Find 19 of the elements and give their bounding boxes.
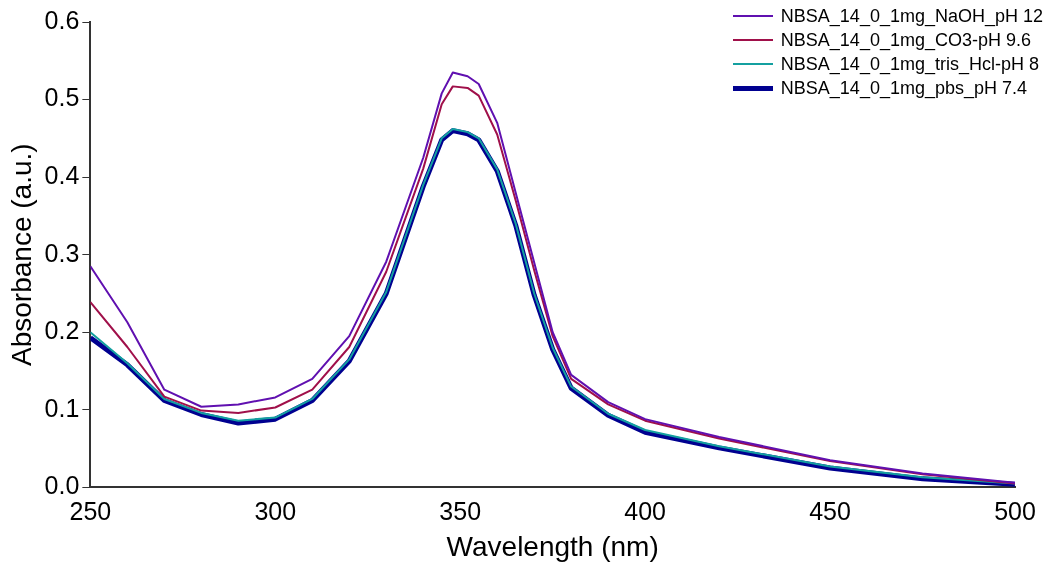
y-tick-label: 0.5	[44, 83, 80, 112]
y-tick-label: 0.3	[44, 238, 80, 267]
y-tick-label: 0.4	[44, 161, 80, 190]
x-tick-label: 350	[439, 497, 482, 526]
y-axis-title: Absorbance (a.u.)	[5, 143, 37, 366]
legend-label: NBSA_14_0_1mg_pbs_pH 7.4	[780, 77, 1028, 100]
y-tick-label: 0.1	[44, 393, 80, 422]
x-tick-label: 250	[69, 497, 112, 526]
x-tick-label: 500	[994, 497, 1036, 526]
legend-label: NBSA_14_0_1mg_tris_Hcl-pH 8	[780, 53, 1039, 76]
y-tick-label: 0.6	[44, 5, 80, 34]
legend-label: NBSA_14_0_1mg_NaOH_pH 12	[780, 5, 1043, 28]
x-tick-label: 450	[809, 497, 851, 526]
x-tick-label: 300	[254, 497, 297, 526]
y-tick-label: 0.2	[44, 316, 80, 345]
legend-label: NBSA_14_0_1mg_CO3-pH 9.6	[780, 29, 1031, 52]
x-tick-label: 400	[624, 497, 666, 526]
y-tick-label: 0.0	[44, 471, 80, 500]
x-axis-title: Wavelength (nm)	[446, 530, 659, 562]
